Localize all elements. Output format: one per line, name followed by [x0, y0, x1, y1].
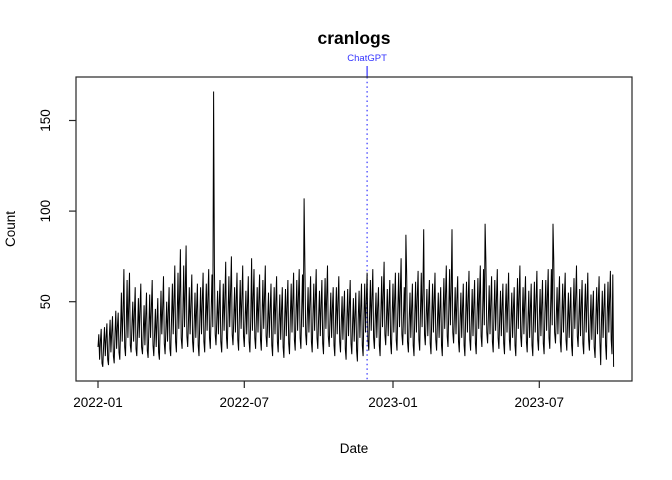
y-tick-label: 50 [38, 294, 53, 309]
downloads-series-line [97, 91, 615, 368]
chart-title: cranlogs [318, 28, 391, 48]
y-axis-title: Count [3, 211, 18, 247]
y-tick-label: 150 [38, 109, 53, 132]
series [97, 91, 615, 368]
x-tick-label: 2023-07 [515, 395, 565, 410]
axes: 2022-01 2022-07 2023-01 2023-07 50 100 150 [38, 109, 564, 410]
x-axis-title: Date [340, 441, 369, 456]
chatgpt-annotation-label: ChatGPT [347, 53, 387, 64]
y-tick-label: 100 [38, 200, 53, 223]
x-tick-label: 2022-01 [73, 395, 123, 410]
x-tick-label: 2022-07 [220, 395, 270, 410]
plot-box [75, 76, 633, 382]
x-tick-label: 2023-01 [368, 395, 418, 410]
